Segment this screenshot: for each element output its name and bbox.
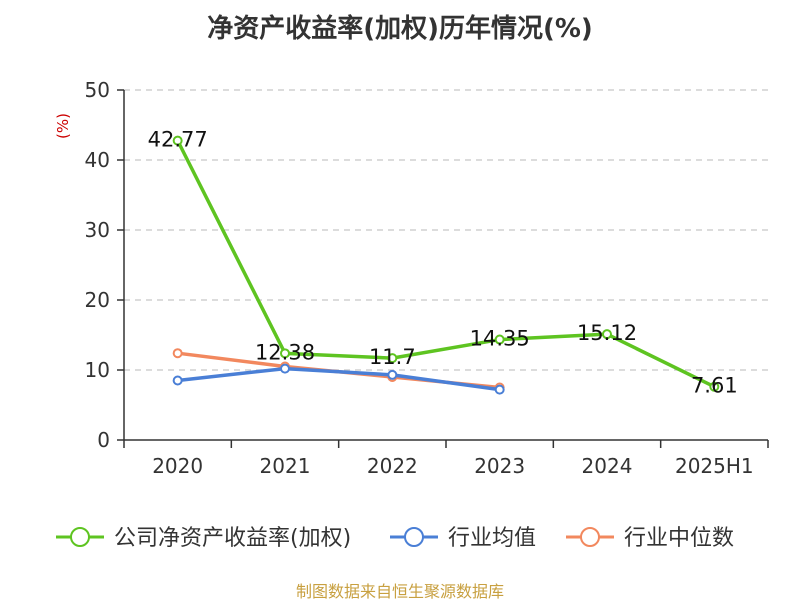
y-tick-label: 50 [85, 78, 110, 102]
legend-item[interactable]: 行业中位数 [566, 526, 734, 551]
data-label: 12.38 [255, 340, 315, 364]
legend-label: 行业均值 [448, 526, 536, 551]
series-line [177, 366, 500, 392]
data-point[interactable] [280, 348, 290, 359]
data-label: 11.7 [369, 345, 416, 369]
legend-marker [70, 527, 90, 547]
data-point[interactable] [709, 381, 720, 392]
data-label: 15.12 [577, 321, 637, 345]
x-tick-label: 2024 [582, 454, 633, 478]
data-point[interactable] [387, 369, 398, 380]
data-point[interactable] [280, 363, 290, 374]
data-label: 42.77 [148, 128, 208, 152]
chart-title: 净资产收益率(加权)历年情况(%) [207, 14, 593, 44]
data-point[interactable] [602, 329, 612, 340]
data-point[interactable] [172, 135, 183, 146]
data-point[interactable] [172, 348, 183, 359]
data-label: 7.61 [691, 374, 738, 398]
legend-marker [404, 527, 424, 547]
legend-label: 行业中位数 [624, 526, 734, 551]
data-labels: 42.77 12.38 11.7 14.35 15.12 7.61 [148, 128, 738, 398]
data-point[interactable] [387, 353, 398, 364]
y-tick-label: 20 [85, 288, 110, 312]
y-tick-label: 40 [85, 148, 110, 172]
legend-label: 公司净资产收益率(加权) [114, 526, 351, 551]
x-tick-label: 2022 [367, 454, 418, 478]
series-line [176, 139, 716, 389]
y-tick-label: 0 [97, 428, 110, 452]
data-point[interactable] [494, 384, 505, 395]
legend-item[interactable]: 行业均值 [390, 526, 536, 551]
x-tick-label: 2021 [260, 454, 311, 478]
data-point[interactable] [172, 375, 183, 386]
x-tick-label: 2025H1 [675, 454, 754, 478]
grid-lines [124, 89, 768, 371]
x-tick-label: 2020 [152, 454, 203, 478]
y-axis-unit-label: (%) [54, 113, 72, 139]
legend[interactable]: 公司净资产收益率(加权) 行业均值 行业中位数 [56, 526, 734, 551]
x-tick-label: 2023 [474, 454, 525, 478]
data-label: 14.35 [470, 327, 530, 351]
legend-item[interactable]: 公司净资产收益率(加权) [56, 526, 351, 551]
axes: 0 10 20 30 40 50 2020 2021 2022 2023 2024 2025H1 [85, 78, 769, 478]
y-tick-label: 30 [85, 218, 110, 242]
data-point[interactable] [494, 334, 505, 345]
y-tick-label: 10 [85, 358, 110, 382]
data-source-note: 制图数据来自恒生聚源数据库 [295, 582, 504, 601]
legend-marker [580, 527, 600, 547]
series-lines [172, 135, 720, 395]
